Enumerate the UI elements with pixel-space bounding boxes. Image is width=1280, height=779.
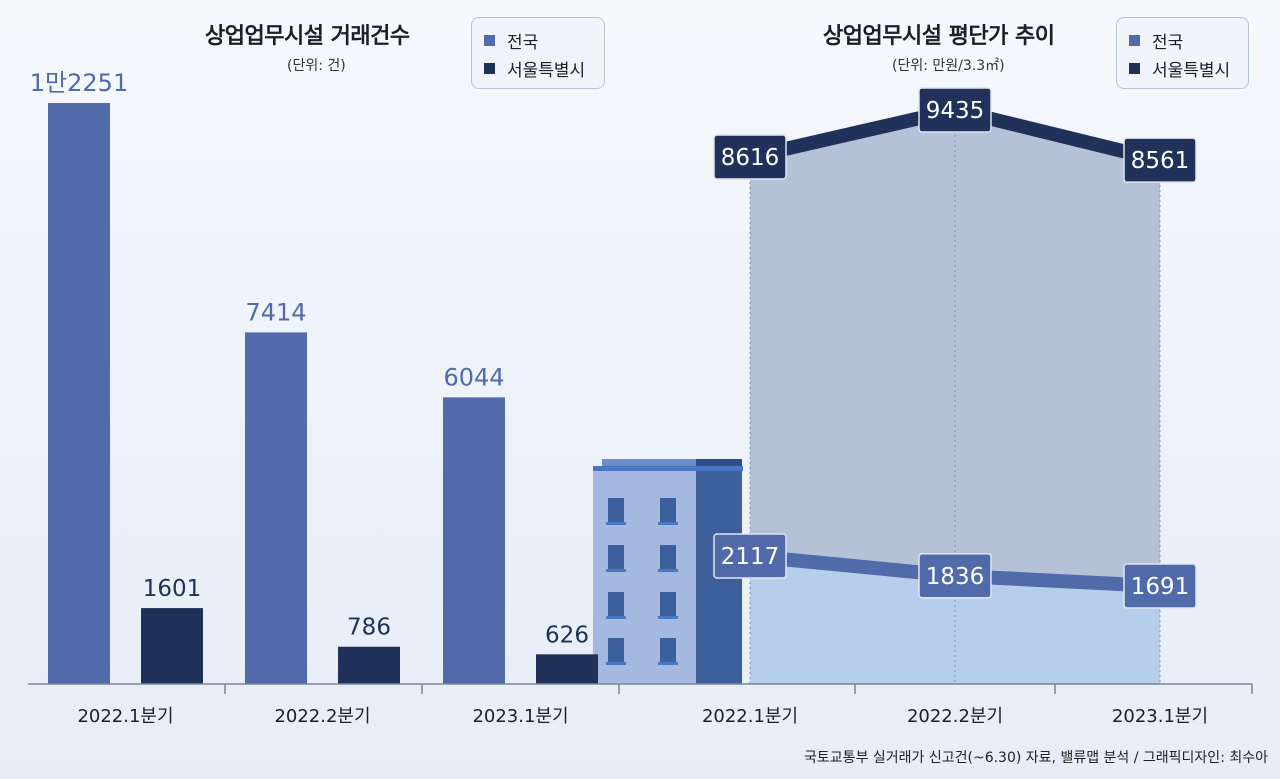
- building-window-sill: [658, 522, 678, 525]
- building-window-sill: [658, 662, 678, 665]
- bar-nationwide: [245, 332, 307, 684]
- building-illustration: [593, 459, 743, 684]
- right-chart-title: 상업업무시설 평단가 추이: [823, 24, 1055, 49]
- legend-swatch-nationwide: [484, 34, 495, 46]
- point-nationwide-value: 1836: [926, 564, 985, 590]
- point-nationwide-value: 2117: [721, 544, 780, 570]
- point-seoul-value: 8561: [1131, 148, 1190, 174]
- source-note: 국토교통부 실거래가 신고건(~6.30) 자료, 밸류맵 분석 / 그래픽디자…: [804, 750, 1268, 766]
- building-window-sill: [658, 569, 678, 572]
- right-chart-unit: (단위: 만원/3.3㎡): [892, 58, 1005, 74]
- data-label-seoul: 1601: [143, 576, 202, 602]
- building-window: [608, 638, 624, 662]
- bar-seoul: [141, 608, 203, 684]
- legend-item-seoul-right: 서울특별시: [1129, 54, 1234, 82]
- legend-swatch-nationwide-right: [1129, 34, 1140, 46]
- building-window-sill: [658, 616, 678, 619]
- legend-label-seoul-right: 서울특별시: [1152, 60, 1231, 81]
- legend-item-nationwide-right: 전국: [1129, 26, 1234, 54]
- left-chart-title: 상업업무시설 거래건수: [205, 24, 410, 49]
- building-window: [660, 498, 676, 522]
- building-window: [608, 592, 624, 616]
- x-tick-label: 2023.1분기: [1112, 706, 1208, 727]
- building-window-sill: [606, 616, 626, 619]
- legend-item-nationwide: 전국: [484, 26, 590, 54]
- building-window: [660, 545, 676, 569]
- data-label-seoul: 786: [347, 615, 391, 641]
- building-roof: [602, 459, 696, 470]
- legend-item-seoul: 서울특별시: [484, 54, 590, 82]
- bar-nationwide: [48, 103, 110, 684]
- point-nationwide-value: 1691: [1131, 574, 1190, 600]
- bar-seoul: [536, 654, 598, 684]
- point-nationwide-box: [713, 533, 787, 579]
- x-tick-label: 2022.1분기: [77, 706, 173, 727]
- point-seoul-box: [1123, 137, 1197, 183]
- legend-label-seoul: 서울특별시: [507, 60, 586, 81]
- left-legend: 전국 서울특별시: [471, 17, 605, 89]
- legend-swatch-seoul-right: [1129, 62, 1140, 74]
- legend-label-nationwide: 전국: [507, 32, 539, 53]
- x-tick-label: 2022.1분기: [702, 706, 798, 727]
- point-seoul-value: 8616: [721, 145, 780, 171]
- building-window-sill: [606, 662, 626, 665]
- bar-seoul: [338, 646, 400, 684]
- point-nationwide-box: [1123, 563, 1197, 609]
- x-tick-label: 2022.2분기: [907, 706, 1003, 727]
- building-roof-side: [696, 459, 742, 467]
- left-chart-unit: (단위: 건): [287, 58, 346, 74]
- point-seoul-value: 9435: [926, 98, 985, 124]
- building-window-sill: [606, 569, 626, 572]
- area-between-series: [750, 110, 1160, 586]
- point-nationwide-box: [918, 553, 992, 599]
- legend-label-nationwide-right: 전국: [1152, 32, 1184, 53]
- x-tick-label: 2023.1분기: [472, 706, 568, 727]
- data-label-nationwide: 1만2251: [30, 69, 128, 97]
- legend-swatch-seoul: [484, 62, 495, 74]
- data-label-seoul: 626: [545, 622, 589, 648]
- data-label-nationwide: 7414: [245, 298, 306, 326]
- building-window: [660, 592, 676, 616]
- data-label-nationwide: 6044: [443, 363, 504, 391]
- bar-nationwide: [443, 397, 505, 684]
- building-window: [660, 638, 676, 662]
- building-window: [608, 498, 624, 522]
- right-legend: 전국 서울특별시: [1116, 17, 1249, 89]
- point-seoul-box: [713, 134, 787, 180]
- building-window-sill: [606, 522, 626, 525]
- building-window: [608, 545, 624, 569]
- x-tick-label: 2022.2분기: [274, 706, 370, 727]
- building-roof-edge: [593, 466, 743, 471]
- point-seoul-box: [918, 87, 992, 133]
